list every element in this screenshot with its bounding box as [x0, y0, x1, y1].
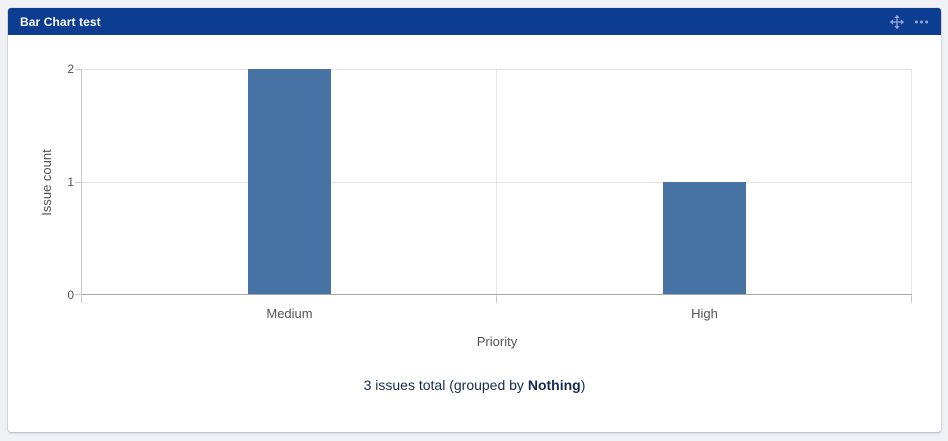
more-options-icon[interactable] [914, 15, 929, 29]
x-axis-title: Priority [476, 334, 518, 349]
plot-area: 0 1 2 Medium High [67, 62, 912, 321]
issues-summary: 3 issues total (grouped by Nothing) [8, 377, 941, 393]
gadget-body: Issue count 0 1 2 Medium High Priority 3 iss… [8, 35, 941, 432]
y-tick-label: 2 [67, 62, 74, 76]
gridline-y-1 [82, 182, 912, 183]
y-tick [75, 294, 82, 295]
gadget-header-actions [889, 14, 929, 30]
x-category-label: High [691, 306, 718, 321]
y-tick [75, 69, 82, 70]
bar-high[interactable] [663, 182, 746, 295]
x-axis-line [82, 294, 912, 295]
x-category-label: Medium [266, 306, 313, 321]
y-tick-label: 1 [67, 175, 74, 189]
summary-suffix: ) [580, 377, 586, 393]
gadget-title: Bar Chart test [20, 14, 101, 29]
bar-chart-gadget: Bar Chart test [8, 8, 941, 432]
gridline-y-2 [82, 69, 912, 70]
x-tick [81, 295, 82, 303]
x-tick [496, 295, 497, 303]
x-tick [911, 295, 912, 303]
gridline-x [911, 69, 912, 295]
summary-prefix: 3 issues total (grouped by [363, 377, 528, 393]
bar-medium[interactable] [248, 69, 331, 295]
gridline-x [496, 69, 497, 295]
y-tick-label: 0 [67, 288, 74, 302]
bar-chart: Issue count 0 1 2 Medium High Priority [8, 35, 941, 353]
move-icon[interactable] [889, 14, 905, 30]
group-by-value: Nothing [527, 377, 581, 393]
y-tick [75, 182, 82, 183]
gadget-header: Bar Chart test [8, 8, 941, 35]
